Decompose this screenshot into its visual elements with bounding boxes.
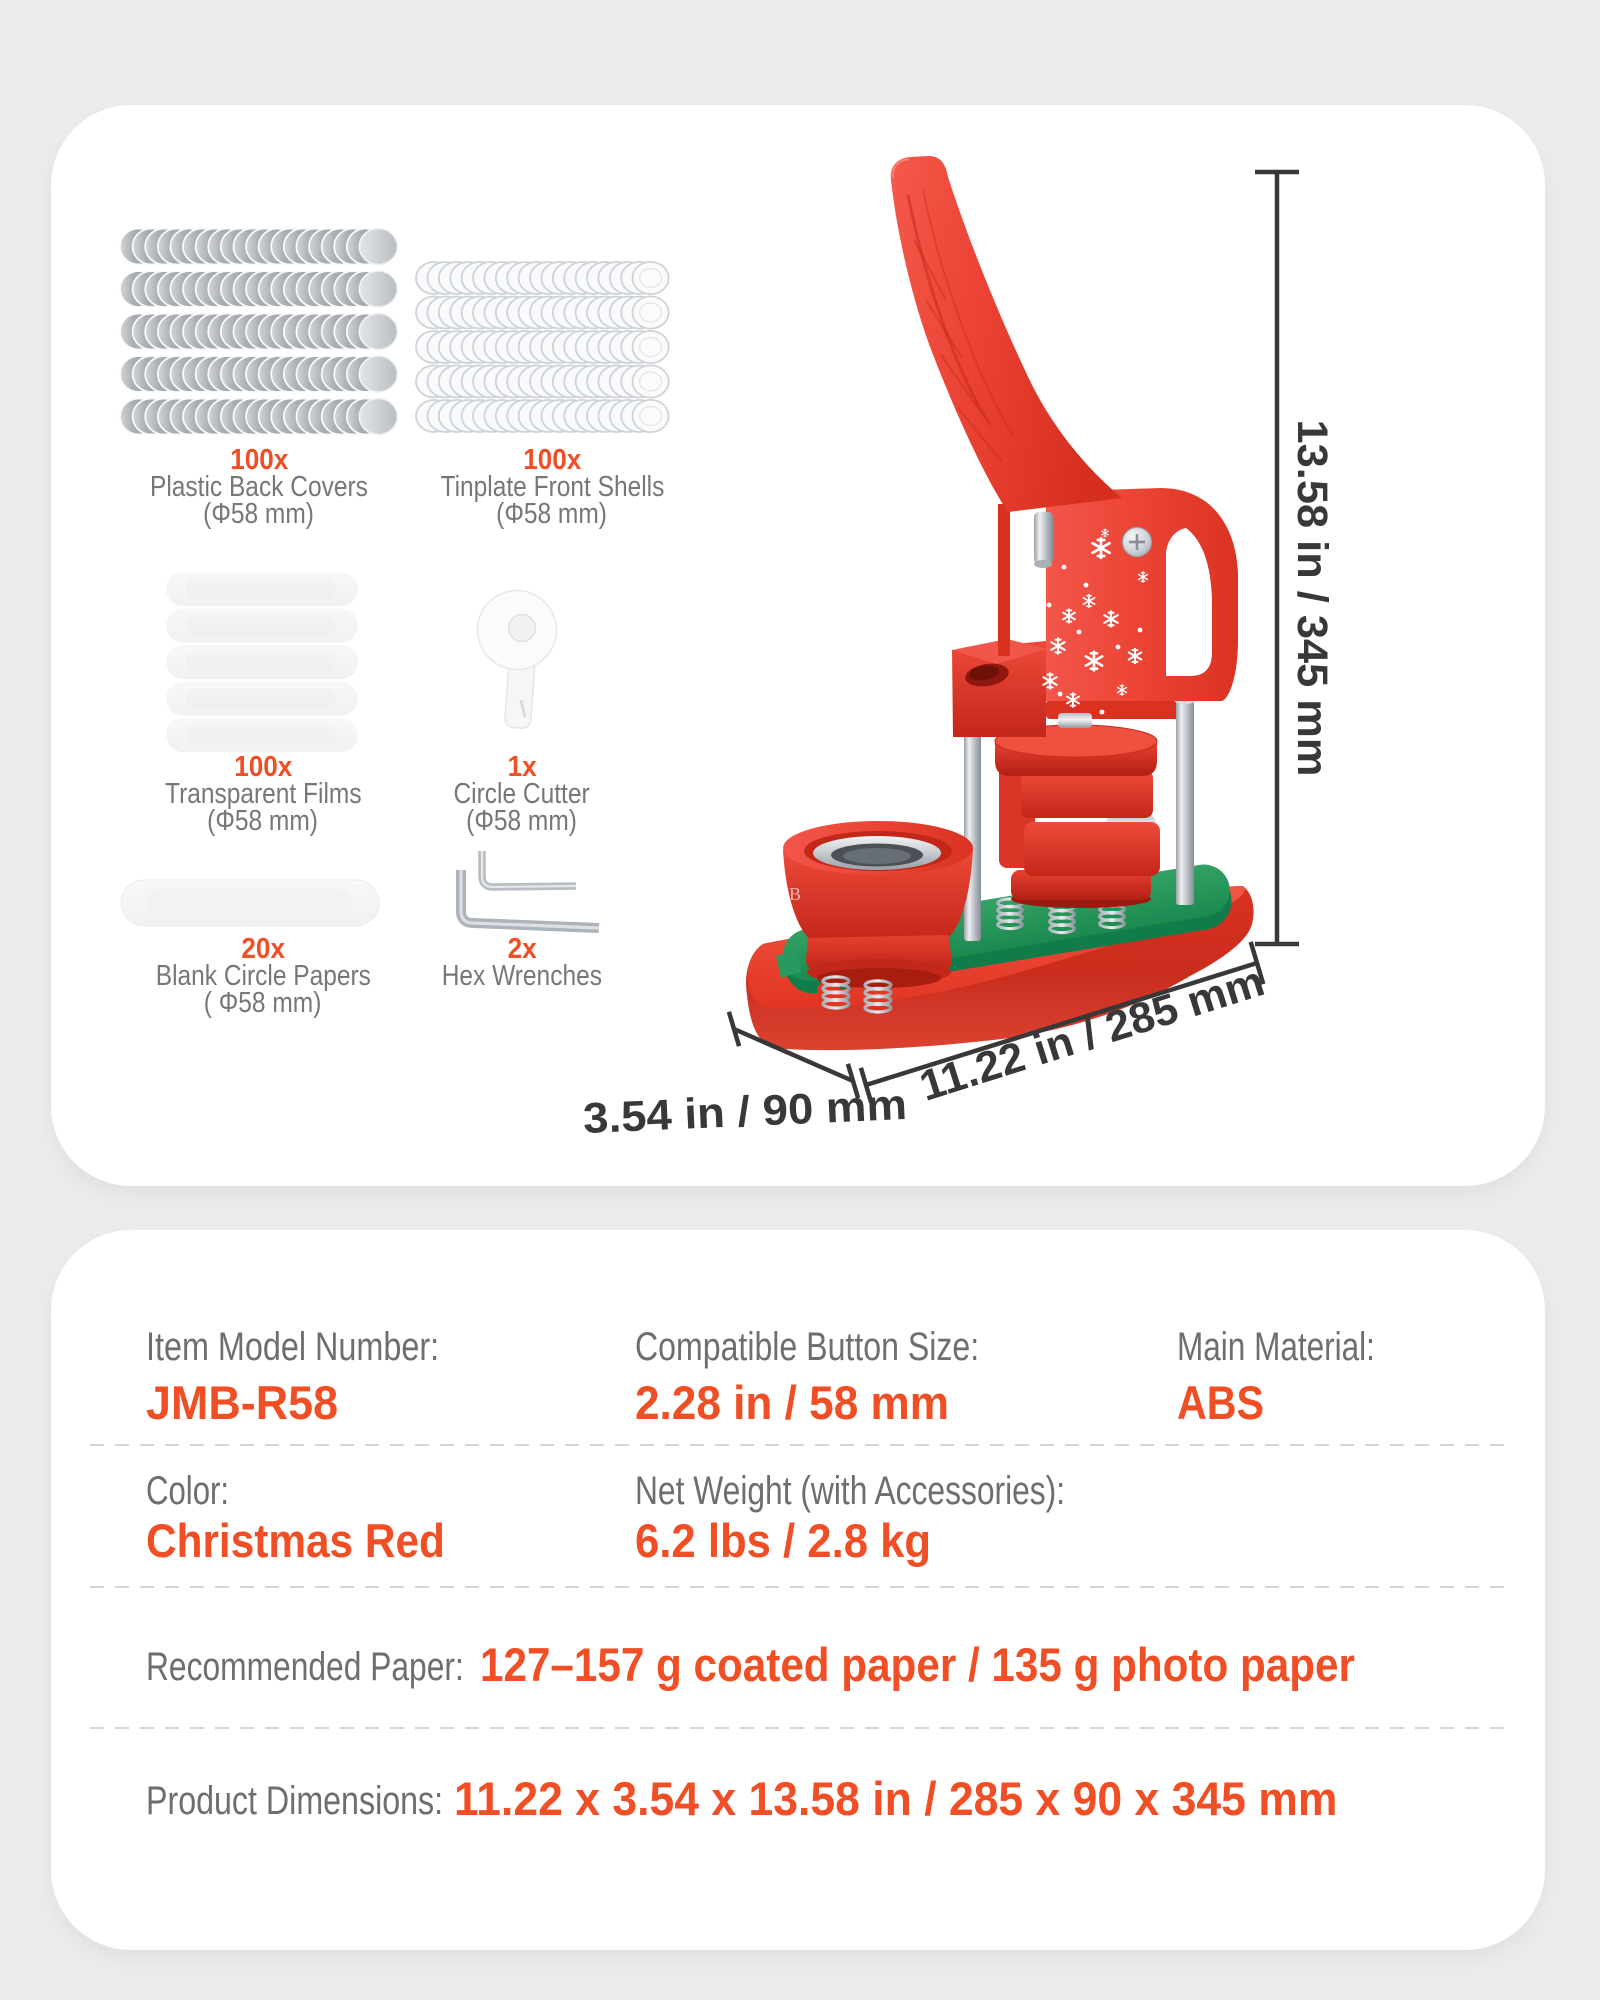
svg-text:B: B [789, 884, 801, 904]
